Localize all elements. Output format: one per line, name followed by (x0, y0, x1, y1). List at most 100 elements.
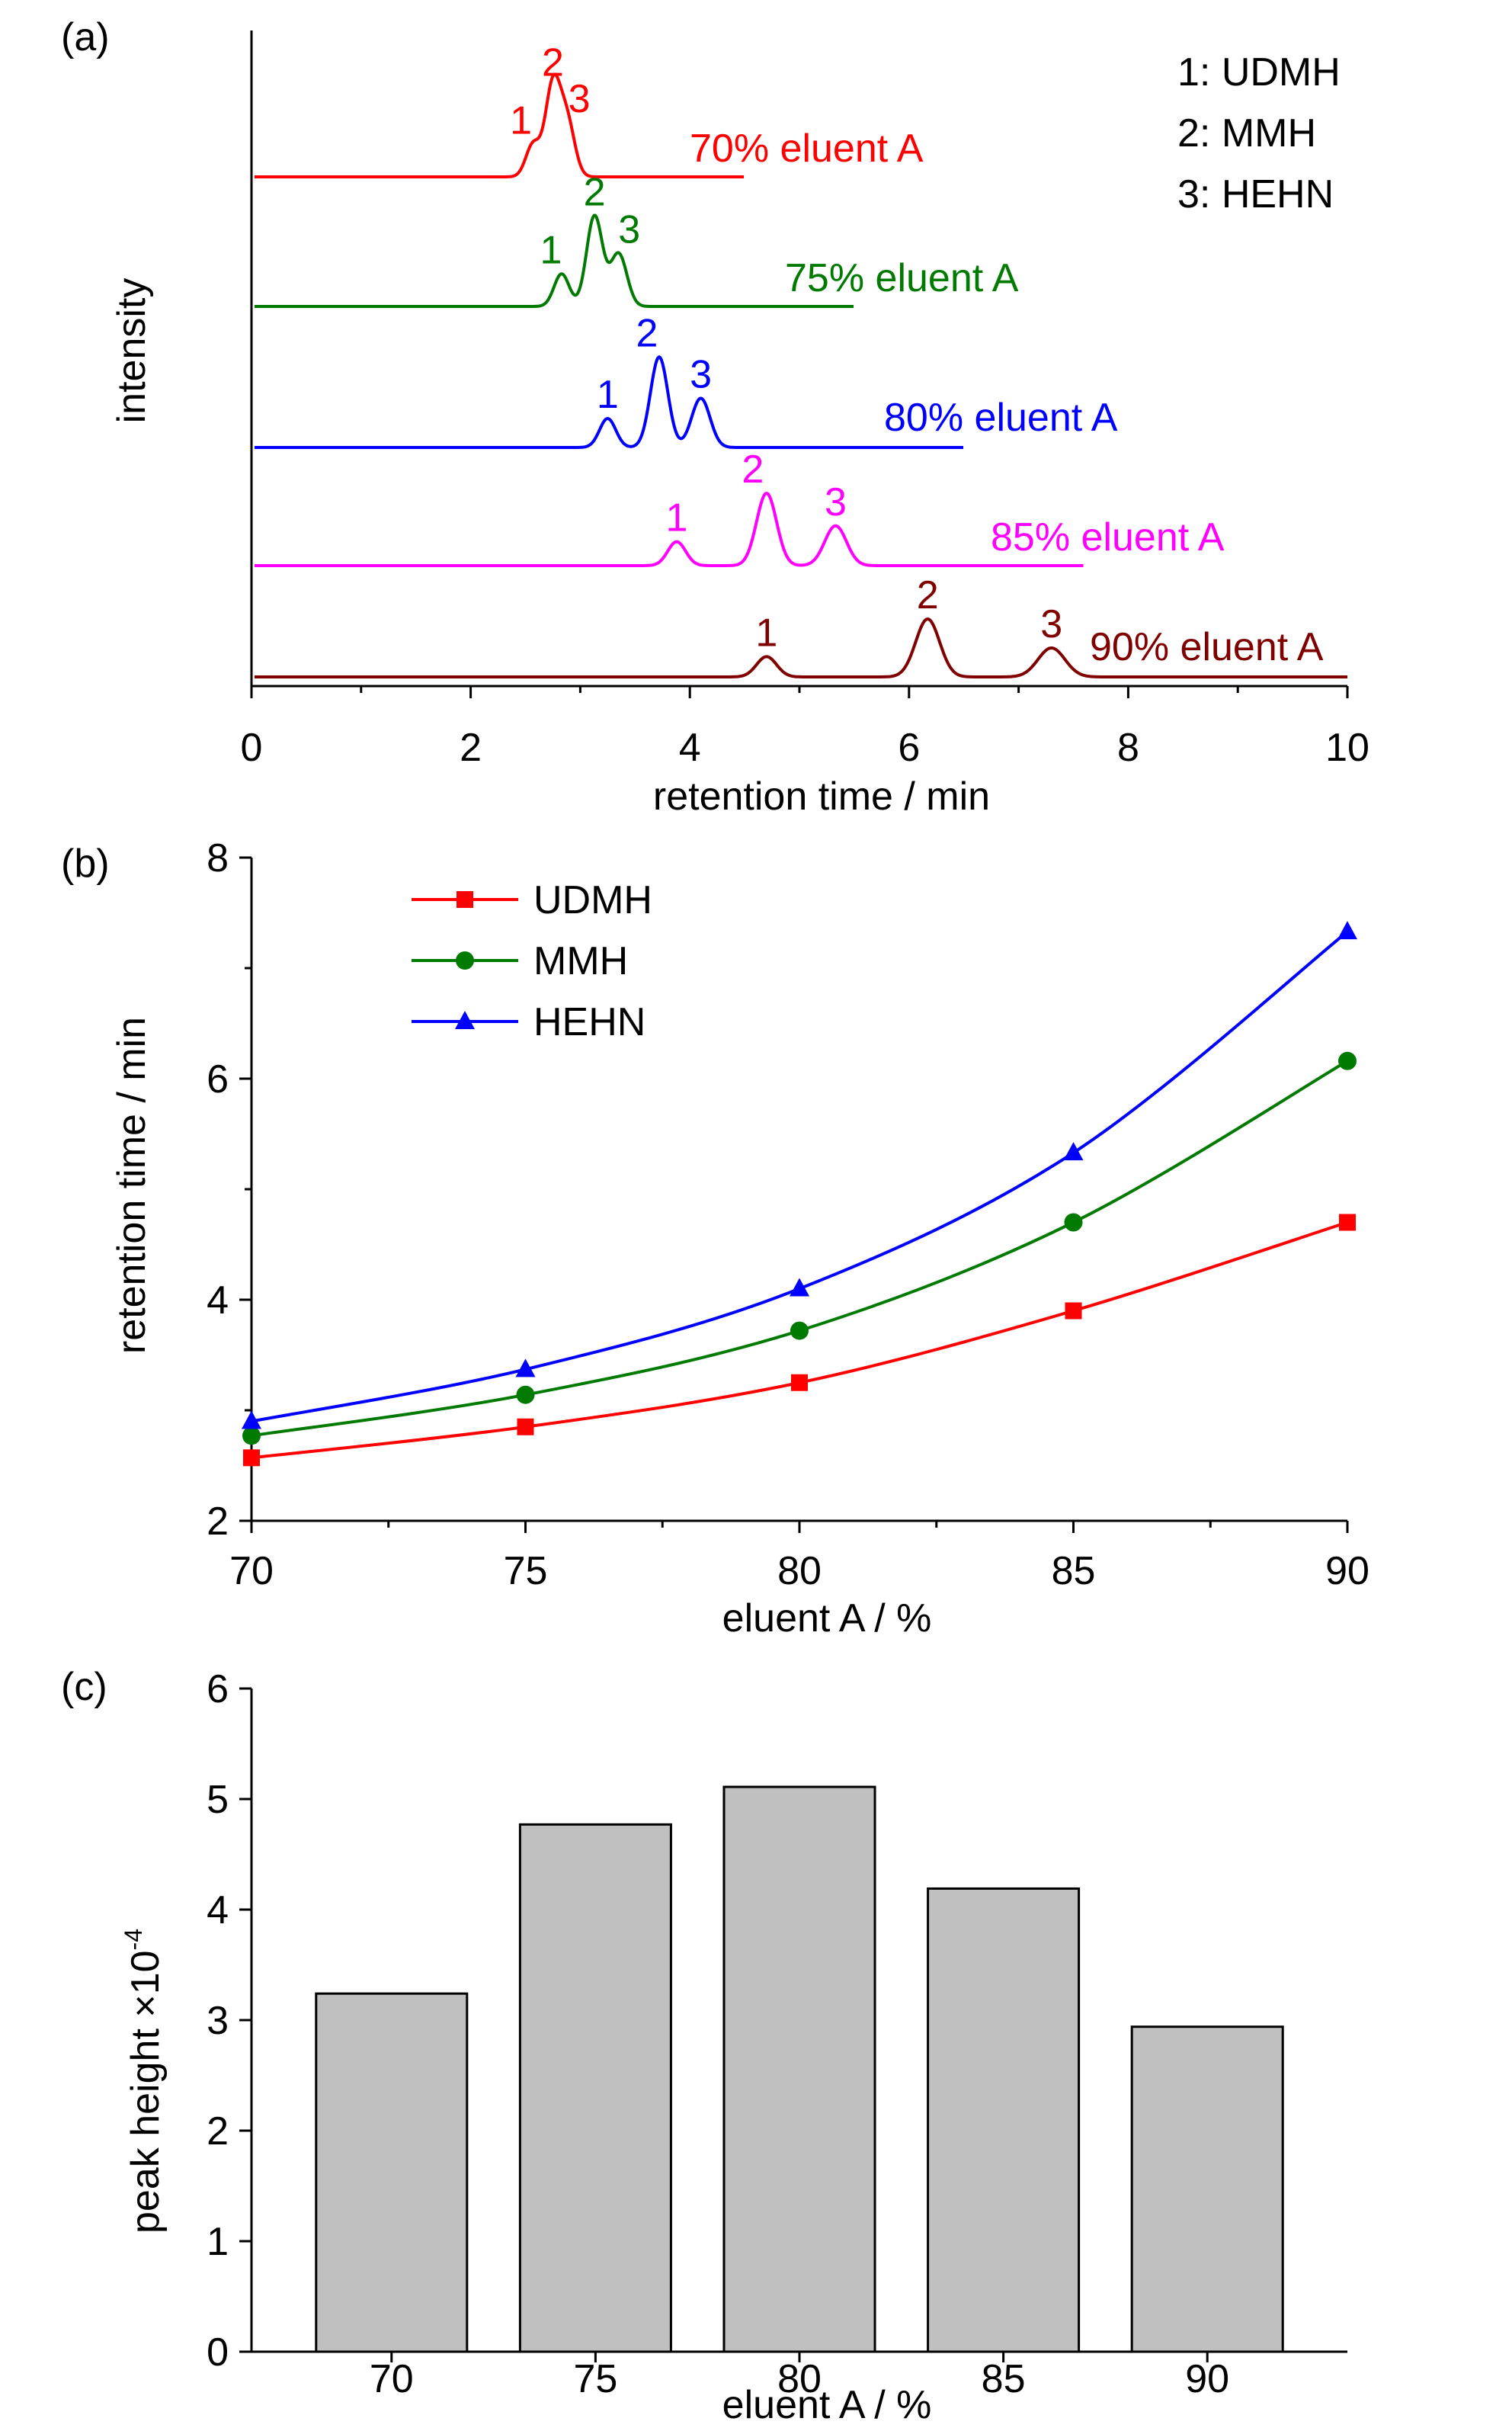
peak-label: 3 (690, 352, 712, 396)
legend-label: UDMH (533, 878, 652, 922)
panel-c-plot-area (315, 1785, 1284, 2353)
panel-a-x-tick-label: 2 (460, 726, 482, 770)
trace-label: 85% eluent A (991, 515, 1225, 560)
panel-c-ylabel: peak height ×10-4 (120, 1929, 168, 2234)
trace-label: 90% eluent A (1090, 625, 1324, 669)
panel-c-x-tick-label: 90 (1185, 2357, 1229, 2401)
legend-marker (455, 1011, 475, 1029)
peak-label: 1 (540, 228, 562, 272)
legend-label: MMH (533, 939, 628, 983)
panel-b-label: (b) (61, 842, 110, 886)
data-point-mmh (516, 1385, 535, 1404)
panel-a-label: (a) (61, 15, 110, 59)
panel-a-legend-entry: 1: UDMH (1177, 50, 1341, 95)
trace-label: 70% eluent A (690, 127, 924, 171)
peak-label: 1 (510, 98, 532, 143)
trace-label: 80% eluent A (884, 396, 1118, 440)
panel-c-xlabel: eluent A / % (722, 2383, 932, 2427)
bar (722, 1785, 876, 2353)
panel-b-x-tick-label: 85 (1052, 1549, 1096, 1593)
series-line-udmh (251, 1220, 1348, 1460)
peak-label: 2 (542, 40, 564, 85)
data-point-udmh (1339, 1214, 1356, 1231)
panel-c: (c) peak height ×10-4 eluent A / % 70 75 8… (61, 1665, 1347, 2427)
data-point-udmh (1065, 1302, 1082, 1320)
panel-b-y-tick-label: 6 (207, 1057, 229, 1102)
peak-label: 2 (584, 170, 606, 214)
panel-c-ylabel-main: peak height ×10 (123, 1950, 168, 2234)
data-point-hehn (515, 1358, 536, 1377)
data-point-hehn (790, 1278, 809, 1297)
panel-a-legend-entry: 2: MMH (1177, 111, 1316, 156)
legend-label: HEHN (533, 1000, 645, 1044)
series-line-hehn (251, 930, 1349, 1423)
panel-b-ylabel: retention time / min (110, 1017, 154, 1354)
panel-b-y-tick-label: 8 (207, 836, 229, 880)
panel-c-y-tick-label: 5 (207, 1778, 229, 1822)
panel-a-ylabel: intensity (110, 278, 154, 424)
panel-c-y-tick-label: 1 (207, 2220, 229, 2264)
panel-a-xlabel: retention time / min (653, 775, 990, 819)
panel-a-legend: 1: UDMH 2: MMH 3: HEHN (1177, 50, 1341, 216)
data-point-hehn (1063, 1142, 1084, 1161)
panel-a-x-tick-label: 8 (1117, 726, 1139, 770)
data-point-mmh (1338, 1051, 1357, 1070)
panel-b-axes: 2 4 6 8 70 75 80 85 90 (207, 836, 1369, 1593)
chromatogram-trace (254, 492, 1084, 567)
bar (315, 1992, 469, 2353)
panel-a-x-tick-label: 10 (1325, 726, 1369, 770)
peak-label: 3 (618, 208, 640, 252)
chromatogram-trace (254, 355, 964, 449)
panel-b-y-tick-label: 4 (207, 1278, 229, 1323)
panel-a-x-tick-label: 0 (241, 726, 263, 770)
panel-c-y-tick-label: 6 (207, 1667, 229, 1711)
data-point-mmh (1064, 1213, 1083, 1232)
data-point-mmh (242, 1426, 261, 1445)
panel-b-legend: UDMH MMH HEHN (412, 878, 652, 1044)
peak-label: 2 (636, 311, 658, 355)
peak-label: 3 (1040, 602, 1062, 646)
peak-label: 3 (569, 77, 591, 121)
panel-a: (a) intensity retention time / min 1: UD… (61, 15, 1369, 819)
panel-c-x-tick-label: 70 (370, 2357, 414, 2401)
panel-c-label: (c) (61, 1665, 107, 1709)
panel-b-xlabel: eluent A / % (722, 1596, 932, 1640)
panel-c-ylabel-exponent: -4 (120, 1929, 147, 1950)
panel-a-axes: 0 2 4 6 8 10 (241, 30, 1369, 770)
panel-c-x-tick-label: 85 (982, 2357, 1026, 2401)
panel-c-y-tick-label: 2 (207, 2109, 229, 2154)
panel-a-x-tick-label: 6 (898, 726, 920, 770)
peak-label: 2 (917, 573, 939, 617)
data-point-hehn (242, 1410, 261, 1429)
peak-label: 2 (742, 447, 764, 492)
peak-label: 1 (755, 611, 777, 655)
panel-a-legend-entry: 3: HEHN (1177, 172, 1334, 216)
chromatogram-trace (254, 72, 745, 178)
panel-c-y-tick-label: 0 (207, 2330, 229, 2375)
bar (1130, 2025, 1284, 2353)
panel-b-y-tick-label: 2 (207, 1499, 229, 1544)
panel-b-x-tick-label: 75 (504, 1549, 548, 1593)
panel-c-x-tick-label: 80 (777, 2357, 822, 2401)
panel-a-x-tick-label: 4 (679, 726, 701, 770)
bar (927, 1887, 1081, 2353)
data-point-hehn (1337, 921, 1357, 940)
peak-label: 3 (825, 480, 847, 524)
data-point-udmh (517, 1418, 534, 1435)
panel-c-x-tick-label: 75 (573, 2357, 617, 2401)
legend-marker (456, 951, 474, 970)
panel-b-plot-area (242, 921, 1357, 1467)
data-point-udmh (243, 1449, 260, 1467)
panel-c-y-tick-label: 4 (207, 1888, 229, 1932)
peak-label: 1 (597, 373, 619, 417)
legend-marker (456, 891, 473, 908)
trace-label: 75% eluent A (785, 256, 1019, 300)
panel-b-x-tick-label: 70 (229, 1549, 274, 1593)
data-point-mmh (790, 1321, 809, 1340)
chromatogram-trace (254, 213, 854, 308)
panel-b-x-tick-label: 90 (1325, 1549, 1369, 1593)
panel-b: (b) retention time / min eluent A / % 2 4… (61, 836, 1369, 1640)
panel-c-y-tick-label: 3 (207, 1999, 229, 2043)
